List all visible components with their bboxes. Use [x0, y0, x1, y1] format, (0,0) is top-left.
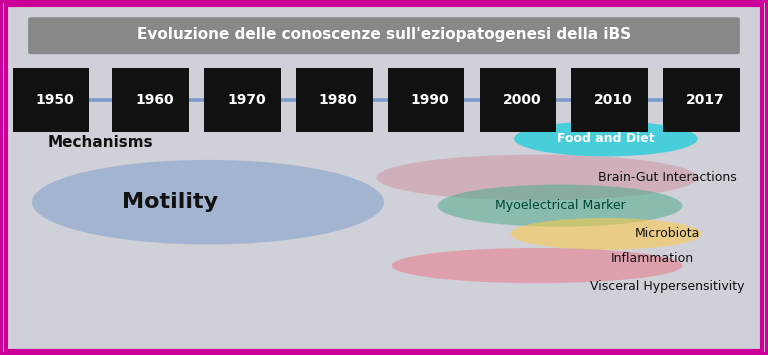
FancyBboxPatch shape: [112, 68, 189, 132]
Ellipse shape: [32, 160, 384, 245]
FancyBboxPatch shape: [296, 68, 372, 132]
Ellipse shape: [392, 248, 683, 283]
Text: Motility: Motility: [121, 192, 218, 212]
Text: 1950: 1950: [35, 93, 74, 107]
FancyBboxPatch shape: [204, 68, 280, 132]
FancyBboxPatch shape: [664, 68, 740, 132]
Text: 1980: 1980: [319, 93, 357, 107]
FancyBboxPatch shape: [388, 68, 465, 132]
Text: Inflammation: Inflammation: [611, 252, 694, 265]
FancyBboxPatch shape: [571, 68, 648, 132]
Text: Mechanisms: Mechanisms: [48, 135, 153, 150]
Text: 1960: 1960: [135, 93, 174, 107]
Text: 2010: 2010: [594, 93, 633, 107]
Text: 1970: 1970: [227, 93, 266, 107]
Text: Evoluzione delle conoscenze sull'eziopatogenesi della iBS: Evoluzione delle conoscenze sull'eziopat…: [137, 27, 631, 42]
Text: Food and Diet: Food and Diet: [557, 132, 655, 145]
Ellipse shape: [514, 121, 698, 156]
Ellipse shape: [510, 218, 701, 250]
FancyBboxPatch shape: [13, 68, 89, 132]
Text: Myoelectrical Marker: Myoelectrical Marker: [495, 199, 625, 212]
Text: Brain-Gut Interactions: Brain-Gut Interactions: [598, 171, 737, 184]
FancyBboxPatch shape: [480, 68, 556, 132]
Text: 2017: 2017: [686, 93, 725, 107]
FancyBboxPatch shape: [28, 17, 740, 54]
Ellipse shape: [438, 185, 683, 227]
Ellipse shape: [376, 155, 698, 200]
Text: 2000: 2000: [502, 93, 541, 107]
Text: Microbiota: Microbiota: [634, 227, 700, 240]
Text: Visceral Hypersensitivity: Visceral Hypersensitivity: [590, 280, 744, 293]
Text: 1990: 1990: [411, 93, 449, 107]
